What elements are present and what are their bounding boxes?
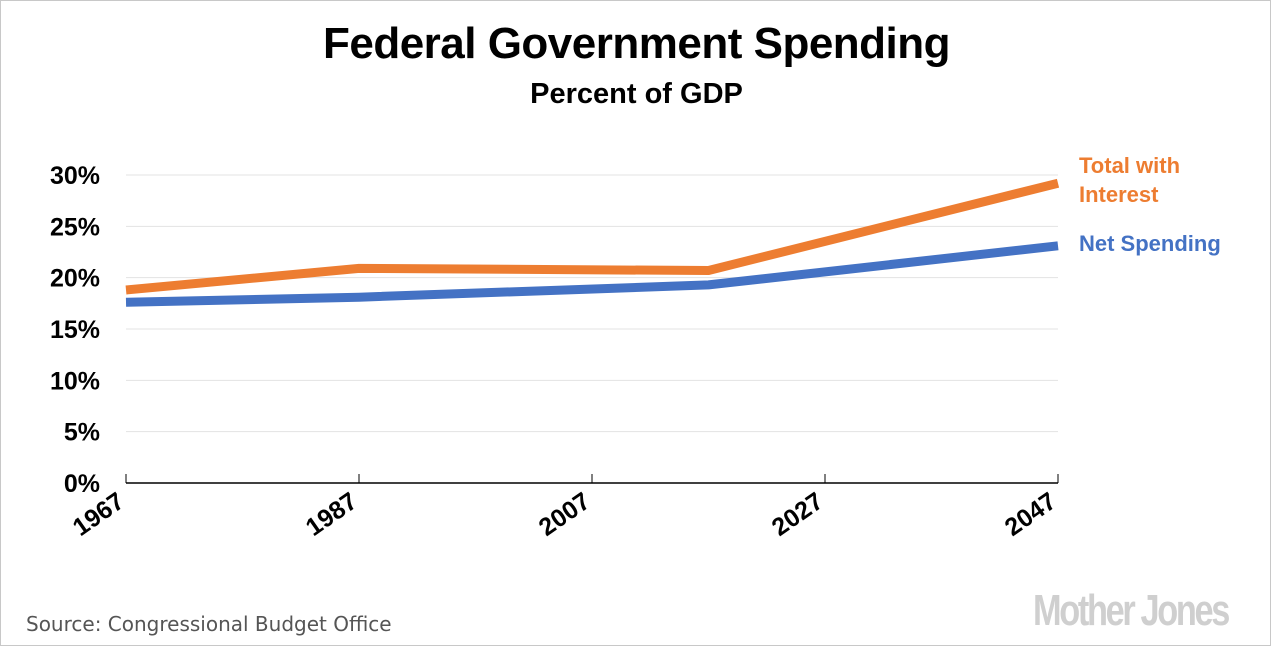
net-spending-line [125,241,1059,307]
mother-jones-logo: Mother Jones [1033,586,1230,635]
y-tick-label: 15% [50,316,100,344]
y-tick-label: 0% [64,470,100,498]
x-tick-label: 2007 [534,487,596,542]
x-tick-label: 1987 [301,487,363,542]
chart-subtitle: Percent of GDP [530,78,743,110]
total-with-interest-line [125,178,1060,295]
series-labels: Total with Interest Net Spending [1079,153,1221,256]
total-with-interest-label: Interest [1079,182,1159,207]
y-axis-ticks: 0% 5% 10% 15% 20% 25% 30% [50,162,100,498]
total-with-interest-label: Total with [1079,153,1180,178]
y-tick-label: 25% [50,213,100,241]
x-axis-tick-labels: 1967 1987 2007 2027 2047 [68,487,1062,542]
x-tick-label: 2047 [1000,487,1062,542]
x-axis [125,474,1059,484]
y-tick-label: 30% [50,162,100,190]
y-tick-label: 20% [50,265,100,293]
net-spending-label: Net Spending [1079,231,1221,256]
y-tick-label: 5% [64,419,100,447]
x-tick-label: 2027 [767,487,829,542]
source-note: Source: Congressional Budget Office [26,612,392,636]
chart-title: Federal Government Spending [322,19,951,68]
y-tick-label: 10% [50,367,100,395]
gridlines [126,174,1058,433]
series-lines [125,178,1060,307]
